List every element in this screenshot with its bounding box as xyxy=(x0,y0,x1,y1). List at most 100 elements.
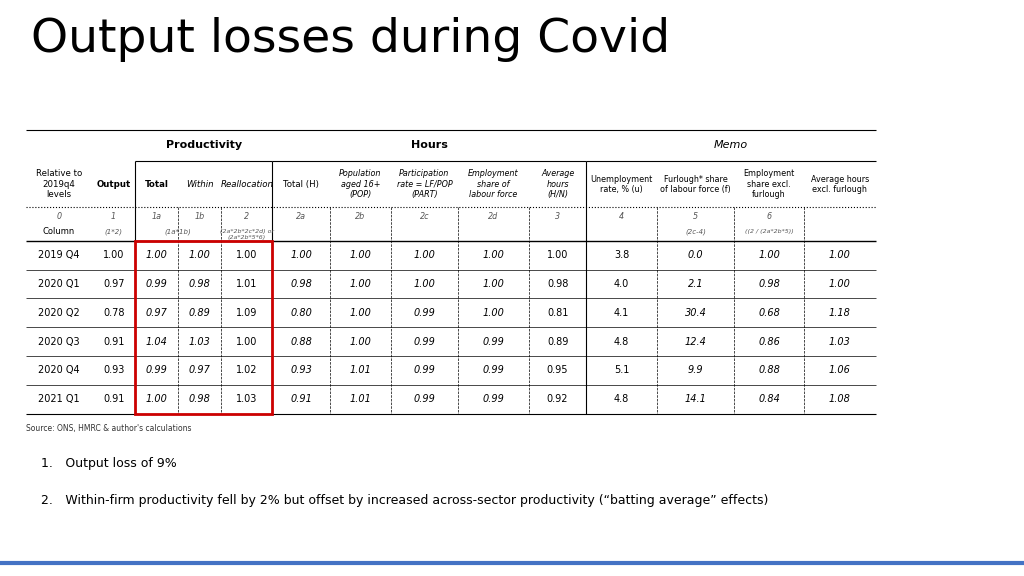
Text: 1.00: 1.00 xyxy=(414,279,435,289)
Text: 4: 4 xyxy=(618,212,625,221)
Text: 0.99: 0.99 xyxy=(414,308,435,318)
Text: 0.99: 0.99 xyxy=(414,365,435,376)
Text: 0.98: 0.98 xyxy=(188,394,211,404)
Text: 2a: 2a xyxy=(296,212,306,221)
Text: 1.03: 1.03 xyxy=(237,394,257,404)
Text: 1.03: 1.03 xyxy=(828,336,851,347)
Text: 1.01: 1.01 xyxy=(237,279,257,289)
Text: 2: 2 xyxy=(244,212,250,221)
Text: (1a*1b): (1a*1b) xyxy=(165,228,191,234)
Text: 9.9: 9.9 xyxy=(688,365,703,376)
Text: Reallocation: Reallocation xyxy=(220,180,273,189)
Text: 0.99: 0.99 xyxy=(145,365,168,376)
Text: 0.97: 0.97 xyxy=(188,365,211,376)
Text: 0.86: 0.86 xyxy=(758,336,780,347)
Text: Column: Column xyxy=(43,227,75,236)
Text: Furlough* share
of labour force (f): Furlough* share of labour force (f) xyxy=(660,175,731,194)
Text: Source: ONS, HMRC & author's calculations: Source: ONS, HMRC & author's calculation… xyxy=(26,424,191,433)
Text: 0.84: 0.84 xyxy=(758,394,780,404)
Text: 0.98: 0.98 xyxy=(758,279,780,289)
Text: 2.1: 2.1 xyxy=(688,279,703,289)
Text: Population
aged 16+
(POP): Population aged 16+ (POP) xyxy=(339,169,382,199)
Text: 5: 5 xyxy=(693,212,698,221)
Text: 0.99: 0.99 xyxy=(414,336,435,347)
Text: 2d: 2d xyxy=(488,212,499,221)
Text: 0.97: 0.97 xyxy=(103,279,124,289)
Text: 1.00: 1.00 xyxy=(349,279,372,289)
Text: Average
hours
(H/N): Average hours (H/N) xyxy=(541,169,574,199)
Text: 1.00: 1.00 xyxy=(482,279,505,289)
Text: Productivity: Productivity xyxy=(166,141,242,150)
Text: 2c: 2c xyxy=(420,212,429,221)
Text: 0.98: 0.98 xyxy=(290,279,312,289)
Text: 1.00: 1.00 xyxy=(828,250,851,260)
Text: 0.88: 0.88 xyxy=(290,336,312,347)
Text: 1: 1 xyxy=(111,212,117,221)
Text: 1.00: 1.00 xyxy=(482,250,505,260)
Text: 0.98: 0.98 xyxy=(188,279,211,289)
Text: 0.91: 0.91 xyxy=(290,394,312,404)
Text: 2020 Q2: 2020 Q2 xyxy=(38,308,80,318)
Text: (2a*2b*2c*2d) or
(2a*2b*5*6): (2a*2b*2c*2d) or (2a*2b*5*6) xyxy=(220,229,273,240)
Text: (1*2): (1*2) xyxy=(104,228,123,234)
Text: 2021 Q1: 2021 Q1 xyxy=(38,394,80,404)
Text: 1.09: 1.09 xyxy=(237,308,257,318)
Text: 1.08: 1.08 xyxy=(828,394,851,404)
Text: 0.91: 0.91 xyxy=(103,336,124,347)
Text: 4.8: 4.8 xyxy=(614,336,629,347)
Text: 2. Within-firm productivity fell by 2% but offset by increased across-sector pro: 2. Within-firm productivity fell by 2% b… xyxy=(41,494,768,507)
Text: Hours: Hours xyxy=(411,141,447,150)
Text: 0.99: 0.99 xyxy=(145,279,168,289)
Text: 0.80: 0.80 xyxy=(290,308,312,318)
Text: 1a: 1a xyxy=(152,212,162,221)
Text: 1.00: 1.00 xyxy=(103,250,124,260)
Text: 3.8: 3.8 xyxy=(614,250,629,260)
Text: 0.99: 0.99 xyxy=(414,394,435,404)
Text: 4.8: 4.8 xyxy=(614,394,629,404)
Text: 2020 Q3: 2020 Q3 xyxy=(38,336,80,347)
Text: 1.00: 1.00 xyxy=(349,250,372,260)
Text: 0.88: 0.88 xyxy=(758,365,780,376)
Text: Employment
share of
labour force: Employment share of labour force xyxy=(468,169,519,199)
Text: Total: Total xyxy=(144,180,169,189)
Text: 0.68: 0.68 xyxy=(758,308,780,318)
Text: 0.89: 0.89 xyxy=(547,336,568,347)
Text: ((2 / (2a*2b*5)): ((2 / (2a*2b*5)) xyxy=(744,229,794,234)
Text: Total (H): Total (H) xyxy=(283,180,319,189)
Text: 1.01: 1.01 xyxy=(349,394,372,404)
Text: 1.00: 1.00 xyxy=(237,250,257,260)
Text: 2020 Q1: 2020 Q1 xyxy=(38,279,80,289)
Text: 1.18: 1.18 xyxy=(828,308,851,318)
Text: 12.4: 12.4 xyxy=(685,336,707,347)
Text: (2c-4): (2c-4) xyxy=(685,228,707,234)
Text: 1.00: 1.00 xyxy=(828,279,851,289)
Text: 1.00: 1.00 xyxy=(547,250,568,260)
Text: 1.00: 1.00 xyxy=(145,250,168,260)
Text: 0.95: 0.95 xyxy=(547,365,568,376)
Text: 0.99: 0.99 xyxy=(482,365,505,376)
Text: 2b: 2b xyxy=(355,212,366,221)
Text: 3: 3 xyxy=(555,212,560,221)
Text: Output losses during Covid: Output losses during Covid xyxy=(31,17,670,62)
Text: 0.93: 0.93 xyxy=(103,365,124,376)
Text: 1. Output loss of 9%: 1. Output loss of 9% xyxy=(41,457,177,470)
Text: 0.81: 0.81 xyxy=(547,308,568,318)
Text: 0.92: 0.92 xyxy=(547,394,568,404)
Text: 0: 0 xyxy=(56,212,61,221)
Text: 0.99: 0.99 xyxy=(482,394,505,404)
Text: Memo: Memo xyxy=(714,141,748,150)
Text: 0.91: 0.91 xyxy=(103,394,124,404)
Text: 0.78: 0.78 xyxy=(103,308,124,318)
Text: 1.04: 1.04 xyxy=(145,336,168,347)
Text: 1.00: 1.00 xyxy=(414,250,435,260)
Text: Within: Within xyxy=(186,180,213,189)
Text: Participation
rate = LF/POP
(PART): Participation rate = LF/POP (PART) xyxy=(396,169,453,199)
Text: 1.03: 1.03 xyxy=(188,336,211,347)
Text: 0.0: 0.0 xyxy=(688,250,703,260)
Text: 0.98: 0.98 xyxy=(547,279,568,289)
Text: 1.00: 1.00 xyxy=(237,336,257,347)
Text: 0.89: 0.89 xyxy=(188,308,211,318)
Text: 1.00: 1.00 xyxy=(145,394,168,404)
Text: Employment
share excl.
furlough: Employment share excl. furlough xyxy=(743,169,795,199)
Text: 1.00: 1.00 xyxy=(349,336,372,347)
